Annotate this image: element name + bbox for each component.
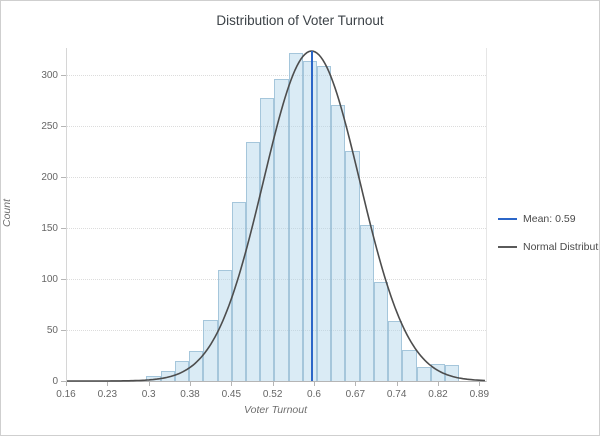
gridline-y-100 [67,278,486,280]
x-tick-mark-0.89 [479,382,481,386]
y-tick-label-250: 250 [41,120,58,132]
histogram-bar-10[interactable] [288,53,303,381]
x-tick-label-0.89: 0.89 [469,389,490,400]
x-tick-label-0.6: 0.6 [307,389,321,400]
x-tick-label-0.16: 0.16 [56,389,76,400]
histogram-bar-2[interactable] [174,360,190,381]
x-axis-label: Voter Turnout [243,404,308,416]
x-tick-mark-0.3 [148,382,150,386]
gridline-y-150 [67,227,486,229]
y-tick-mark-100 [61,278,66,280]
gridline-y-300 [67,74,486,76]
x-tick-mark-0.23 [107,382,109,386]
legend: Mean: 0.59 Normal Distribution [498,213,599,269]
plot-area[interactable] [66,48,487,382]
histogram-bar-6[interactable] [231,202,246,381]
x-tick-label-0.82: 0.82 [428,389,448,400]
y-axis-label: Count [1,198,13,228]
mean-line[interactable] [310,51,313,381]
y-tick-label-150: 150 [41,222,58,234]
x-tick-mark-0.52 [272,382,274,386]
gridline-y-200 [67,176,486,178]
y-tick-mark-0 [61,381,66,382]
histogram-bar-18[interactable] [402,350,417,381]
legend-label-normal: Normal Distribution [523,241,599,253]
histogram-bar-11[interactable] [302,61,318,381]
legend-item-normal[interactable]: Normal Distribution [498,241,599,253]
legend-item-mean[interactable]: Mean: 0.59 [498,213,599,225]
x-tick-mark-0.45 [231,382,233,386]
x-tick-label-0.45: 0.45 [221,389,242,400]
legend-label-mean: Mean: 0.59 [523,213,576,225]
x-tick-label-0.3: 0.3 [141,389,156,400]
x-tick-label-0.52: 0.52 [262,389,283,400]
gridline-y-50 [67,329,486,331]
x-tick-label-0.23: 0.23 [97,389,118,400]
y-tick-mark-250 [61,125,66,127]
y-tick-mark-300 [61,74,66,76]
histogram-bar-15[interactable] [359,224,374,381]
histogram-bar-17[interactable] [388,320,403,381]
x-tick-mark-0.82 [438,382,439,386]
y-tick-label-0: 0 [52,376,58,387]
histogram-bar-19[interactable] [416,366,431,381]
x-tick-mark-0.74 [396,382,398,386]
chart-title: Distribution of Voter Turnout [216,13,384,28]
x-tick-mark-0.6 [314,382,315,386]
x-tick-mark-0.16 [66,382,67,386]
y-tick-label-50: 50 [46,324,58,336]
mean-line-swatch [498,218,517,220]
x-tick-mark-0.67 [355,382,357,386]
y-tick-label-300: 300 [41,69,58,81]
y-tick-mark-150 [61,227,66,229]
histogram-bar-16[interactable] [373,281,389,381]
x-tick-mark-0.38 [190,382,191,386]
histogram-bar-8[interactable] [260,98,275,381]
histogram-bar-9[interactable] [274,78,289,381]
histogram-bar-4[interactable] [203,319,218,381]
normal-distribution-swatch [498,246,517,248]
y-tick-label-200: 200 [41,171,58,183]
normal-curve [67,50,486,382]
histogram-bar-7[interactable] [245,141,261,381]
y-tick-mark-200 [61,176,66,178]
x-tick-label-0.67: 0.67 [345,389,366,400]
y-tick-label-100: 100 [41,273,58,285]
x-tick-label-0.74: 0.74 [386,389,407,400]
histogram-bar-12[interactable] [317,66,332,381]
normal-curve-path [67,50,486,382]
x-tick-label-0.38: 0.38 [180,389,200,400]
histogram-bar-5[interactable] [217,269,232,381]
y-tick-mark-50 [61,329,66,331]
histogram-bar-13[interactable] [331,105,346,381]
